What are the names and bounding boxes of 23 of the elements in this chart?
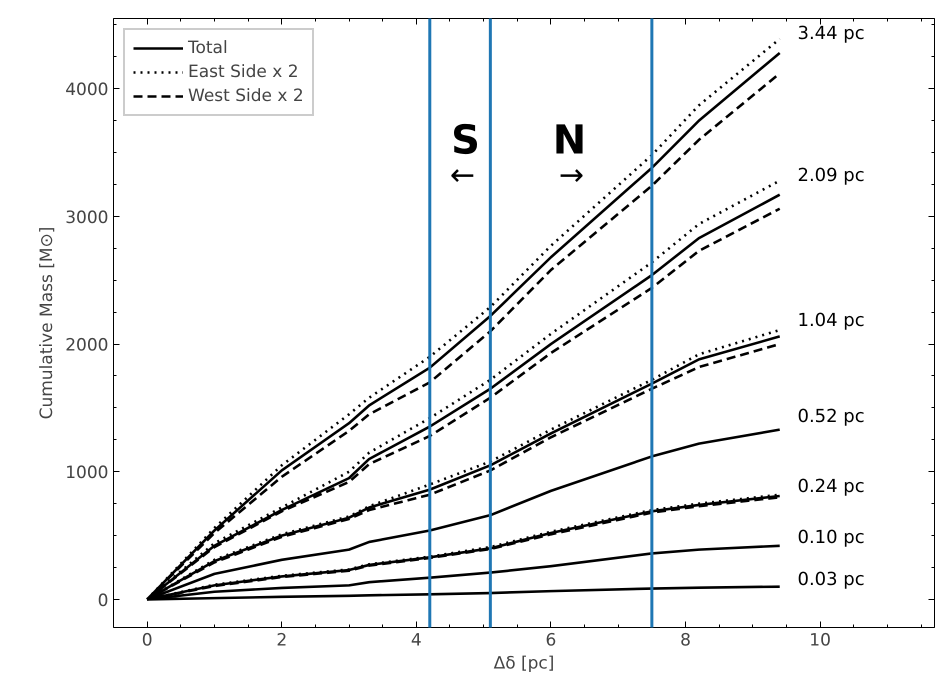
legend-label: Total xyxy=(188,38,228,58)
annotation: 1.04 pc xyxy=(798,310,865,331)
x-tick-label: 8 xyxy=(680,630,691,650)
y-tick-label: 0 xyxy=(98,590,109,611)
annotation: 0.24 pc xyxy=(798,476,865,497)
x-tick-label: 0 xyxy=(142,630,153,650)
legend-label: East Side x 2 xyxy=(188,62,299,82)
y-tick-label: 4000 xyxy=(65,80,108,100)
y-tick-label: 2000 xyxy=(65,336,108,356)
x-tick-label: 10 xyxy=(809,630,831,650)
annotation: 0.03 pc xyxy=(798,569,865,590)
x-axis-title: Δδ [pc] xyxy=(494,654,554,674)
y-tick-label: 1000 xyxy=(65,463,108,484)
annotation: 0.52 pc xyxy=(798,406,865,427)
annotation: 3.44 pc xyxy=(798,23,865,44)
x-tick-label: 4 xyxy=(410,630,422,650)
legend-label: West Side x 2 xyxy=(188,86,304,106)
annotation: 2.09 pc xyxy=(798,165,865,186)
annotation: 0.10 pc xyxy=(798,527,865,548)
y-tick-label: 3000 xyxy=(65,208,108,228)
x-tick-label: 6 xyxy=(546,630,556,650)
y-axis-title: Cumulative Mass [M⊙] xyxy=(37,226,58,420)
x-tick-label: 2 xyxy=(276,630,288,650)
